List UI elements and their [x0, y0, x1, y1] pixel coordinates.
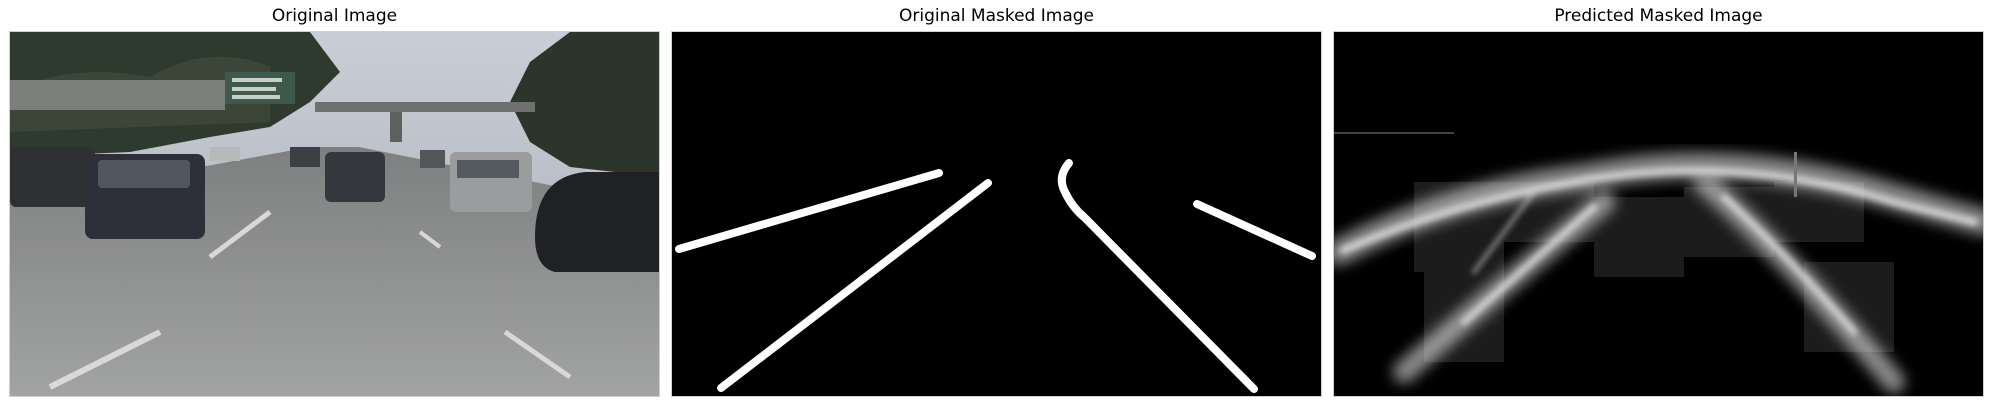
- panel-title: Original Image: [271, 6, 398, 26]
- panel-predicted-masked-image: Predicted Masked Image: [1333, 0, 1984, 406]
- lane-line: [1057, 159, 1258, 393]
- panel-original-image: Original Image: [9, 0, 660, 406]
- lane-line: [675, 169, 943, 253]
- lane-line: [1193, 200, 1316, 260]
- panel-title: Predicted Masked Image: [1554, 6, 1763, 26]
- lane-line: [717, 179, 992, 392]
- panel-original-masked-image: Original Masked Image: [671, 0, 1322, 406]
- ground-truth-lane-mask: [671, 31, 1322, 397]
- panel-title: Original Masked Image: [898, 6, 1094, 26]
- original-road-photo: [9, 31, 660, 397]
- predicted-lane-mask: [1333, 31, 1984, 397]
